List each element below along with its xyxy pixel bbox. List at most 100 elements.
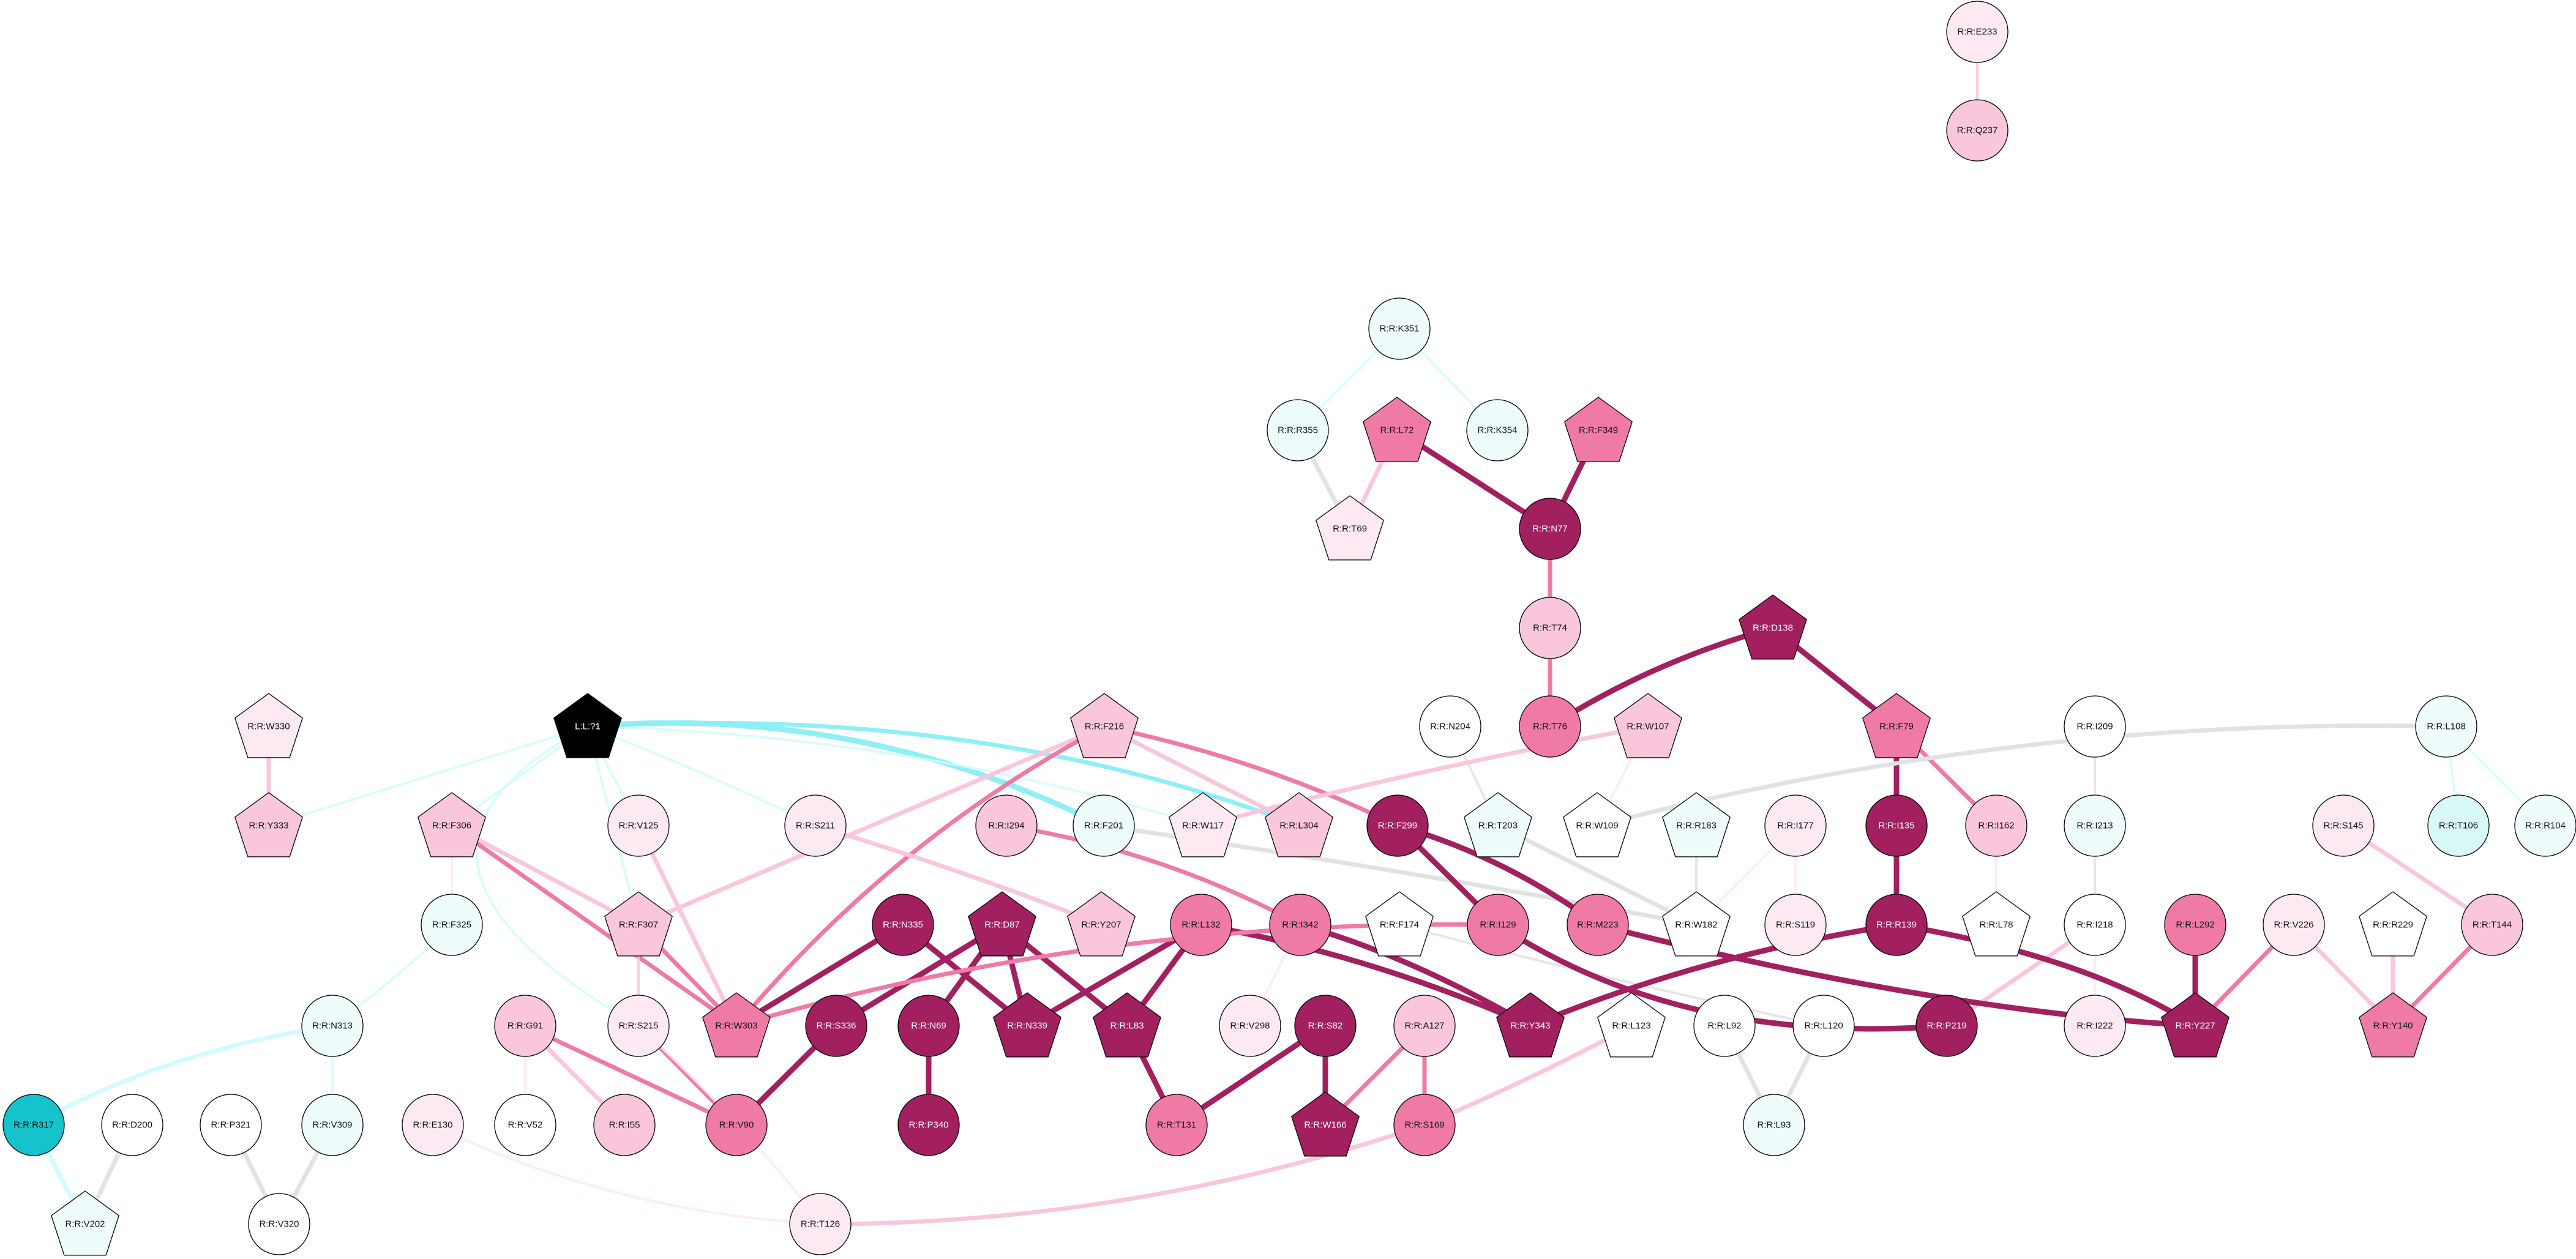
- node-i209[interactable]: R:R:I209: [2064, 695, 2126, 758]
- node-v320[interactable]: R:R:V320: [248, 1193, 310, 1255]
- node-i162[interactable]: R:R:I162: [1965, 794, 2027, 857]
- node-pentagon-shape: [553, 693, 622, 758]
- node-t144[interactable]: R:R:T144: [2461, 894, 2523, 956]
- node-f216[interactable]: R:R:F216: [1070, 693, 1139, 758]
- node-f306[interactable]: R:R:F306: [417, 792, 486, 857]
- node-pentagon-shape: [1070, 693, 1139, 758]
- node-t131[interactable]: R:R:T131: [1145, 1094, 1208, 1156]
- node-circle-shape: [705, 1094, 768, 1156]
- node-s211[interactable]: R:R:S211: [784, 794, 847, 857]
- node-d87[interactable]: R:R:D87: [968, 891, 1036, 957]
- node-v226[interactable]: R:R:V226: [2263, 894, 2325, 956]
- node-f174[interactable]: R:R:F174: [1365, 891, 1434, 957]
- node-circle-shape: [1467, 894, 1529, 956]
- node-i222[interactable]: R:R:I222: [2064, 995, 2126, 1057]
- node-v90[interactable]: R:R:V90: [705, 1094, 768, 1156]
- node-t69[interactable]: R:R:T69: [1316, 495, 1384, 561]
- node-n204[interactable]: R:R:N204: [1419, 695, 1481, 758]
- node-l292[interactable]: R:R:L292: [2164, 894, 2226, 956]
- node-l92[interactable]: R:R:L92: [1693, 995, 1756, 1057]
- node-l120[interactable]: R:R:L120: [1792, 995, 1855, 1057]
- node-circle-shape: [301, 995, 364, 1057]
- node-i213[interactable]: R:R:I213: [2064, 794, 2126, 857]
- node-l83[interactable]: R:R:L83: [1093, 992, 1161, 1058]
- node-f299[interactable]: R:R:F299: [1366, 794, 1429, 857]
- node-i177[interactable]: R:R:I177: [1764, 794, 1827, 857]
- node-s169[interactable]: R:R:S169: [1393, 1094, 1456, 1156]
- node-r229[interactable]: R:R:R229: [2359, 891, 2427, 957]
- node-n69[interactable]: R:R:N69: [897, 995, 960, 1057]
- node-l78[interactable]: R:R:L78: [1962, 891, 2031, 957]
- node-f325[interactable]: R:R:F325: [421, 894, 483, 956]
- node-circle-shape: [494, 1094, 556, 1156]
- node-s119[interactable]: R:R:S119: [1764, 894, 1827, 956]
- node-m223[interactable]: R:R:M223: [1567, 894, 1629, 956]
- node-l304[interactable]: R:R:L304: [1265, 792, 1333, 857]
- node-v125[interactable]: R:R:V125: [607, 794, 670, 857]
- node-y333[interactable]: R:R:Y333: [234, 792, 303, 857]
- node-d200[interactable]: R:R:D200: [101, 1094, 163, 1156]
- node-l72[interactable]: R:R:L72: [1363, 397, 1431, 462]
- node-pentagon-shape: [1563, 792, 1631, 857]
- node-a127[interactable]: R:R:A127: [1393, 995, 1456, 1057]
- node-p219[interactable]: R:R:P219: [1915, 995, 1978, 1057]
- node-circle-shape: [301, 1094, 364, 1156]
- node-r183[interactable]: R:R:R183: [1662, 792, 1731, 857]
- node-q237[interactable]: R:R:Q237: [1946, 99, 2009, 162]
- node-p321[interactable]: R:R:P321: [200, 1094, 262, 1156]
- node-i55[interactable]: R:R:I55: [593, 1094, 656, 1156]
- node-n335[interactable]: R:R:N335: [872, 894, 934, 956]
- node-s215[interactable]: R:R:S215: [607, 995, 670, 1057]
- node-r355[interactable]: R:R:R355: [1267, 399, 1329, 461]
- node-t76[interactable]: R:R:T76: [1519, 695, 1581, 758]
- node-t106[interactable]: R:R:T106: [2427, 794, 2490, 857]
- node-s145[interactable]: R:R:S145: [2312, 794, 2375, 857]
- node-p340[interactable]: R:R:P340: [897, 1094, 960, 1156]
- node-t126[interactable]: R:R:T126: [789, 1193, 852, 1255]
- node-i294[interactable]: R:R:I294: [975, 794, 1038, 857]
- node-f201[interactable]: R:R:F201: [1073, 794, 1135, 857]
- node-y207[interactable]: R:R:Y207: [1067, 891, 1136, 957]
- node-v52[interactable]: R:R:V52: [494, 1094, 556, 1156]
- node-w109[interactable]: R:R:W109: [1563, 792, 1631, 857]
- node-t74[interactable]: R:R:T74: [1519, 597, 1581, 659]
- node-k354[interactable]: R:R:K354: [1466, 399, 1529, 461]
- node-r317[interactable]: R:R:R317: [2, 1094, 65, 1156]
- node-i129[interactable]: R:R:I129: [1467, 894, 1529, 956]
- node-i135[interactable]: R:R:I135: [1865, 794, 1928, 857]
- node-l123[interactable]: R:R:L123: [1597, 992, 1666, 1058]
- node-s82[interactable]: R:R:S82: [1294, 995, 1357, 1057]
- node-s336[interactable]: R:R:S336: [805, 995, 867, 1057]
- node-l132[interactable]: R:R:L132: [1170, 894, 1232, 956]
- edge-l132-n339: [1024, 922, 1204, 1029]
- node-v309[interactable]: R:R:V309: [301, 1094, 364, 1156]
- node-w107[interactable]: R:R:W107: [1614, 693, 1682, 758]
- node-n313[interactable]: R:R:N313: [301, 995, 364, 1057]
- node-v202[interactable]: R:R:V202: [51, 1190, 119, 1256]
- node-l108[interactable]: R:R:L108: [2415, 695, 2477, 758]
- node-f349[interactable]: R:R:F349: [1564, 397, 1633, 462]
- node-i218[interactable]: R:R:I218: [2064, 894, 2126, 956]
- node-r104[interactable]: R:R:R104: [2514, 794, 2576, 857]
- node-i342[interactable]: R:R:I342: [1269, 894, 1331, 956]
- node-pentagon-shape: [1614, 693, 1682, 758]
- node-e233[interactable]: R:R:E233: [1946, 1, 2009, 63]
- node-v298[interactable]: R:R:V298: [1219, 995, 1281, 1057]
- node-n339[interactable]: R:R:N339: [993, 992, 1061, 1058]
- node-circle-shape: [1393, 995, 1456, 1057]
- node-l93[interactable]: R:R:L93: [1743, 1094, 1805, 1156]
- node-n77[interactable]: R:R:N77: [1519, 498, 1581, 560]
- node-f307[interactable]: R:R:F307: [604, 891, 673, 957]
- node-t203[interactable]: R:R:T203: [1464, 792, 1532, 857]
- node-k351[interactable]: R:R:K351: [1368, 297, 1431, 360]
- node-lig[interactable]: L:L:?1: [553, 693, 622, 758]
- node-g91[interactable]: R:R:G91: [494, 995, 556, 1057]
- node-pentagon-shape: [1862, 693, 1931, 758]
- node-e130[interactable]: R:R:E130: [402, 1094, 464, 1156]
- node-r139[interactable]: R:R:R139: [1865, 894, 1928, 956]
- node-y343[interactable]: R:R:Y343: [1496, 992, 1565, 1058]
- node-f79[interactable]: R:R:F79: [1862, 693, 1931, 758]
- node-d138[interactable]: R:R:D138: [1739, 594, 1807, 660]
- node-w330[interactable]: R:R:W330: [234, 693, 303, 758]
